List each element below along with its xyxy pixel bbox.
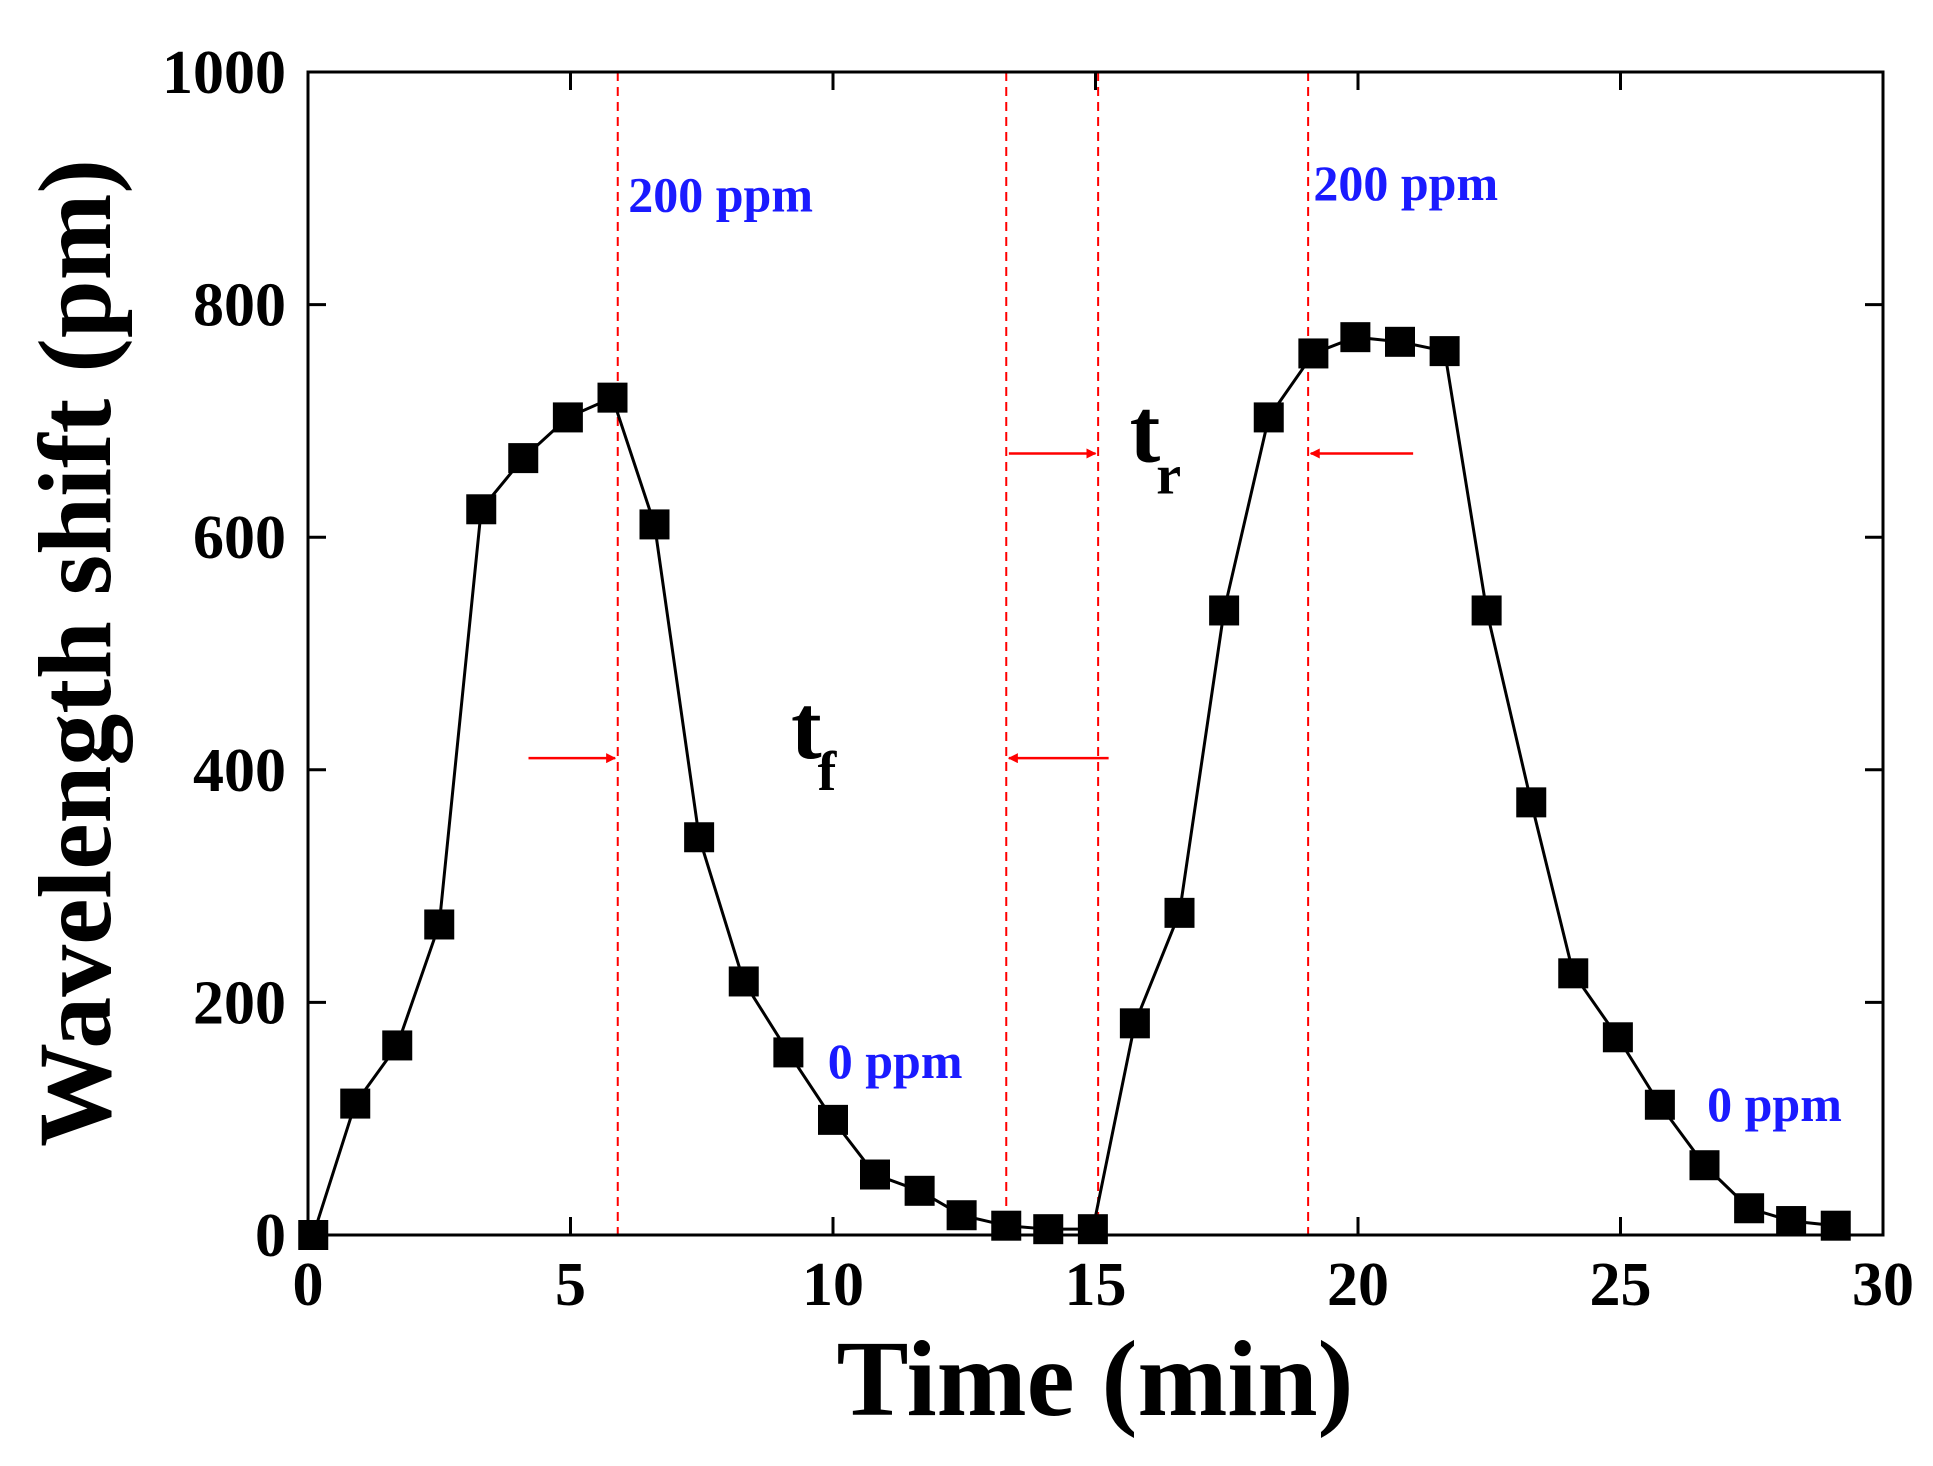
data-point-14 (904, 1175, 935, 1206)
ppm-label-3: 0 ppm (1707, 1076, 1842, 1132)
y-tick-label-1: 200 (193, 969, 286, 1037)
tf-label: tf (791, 676, 838, 803)
y-tick-label-3: 600 (193, 504, 286, 572)
tf-subscript: f (818, 741, 838, 803)
data-point-30 (1602, 1022, 1633, 1053)
data-point-21 (1209, 595, 1240, 626)
data-point-32 (1689, 1150, 1720, 1181)
tr-label: tr (1130, 380, 1182, 507)
x-tick-label-2: 10 (802, 1251, 864, 1319)
data-point-33 (1734, 1193, 1765, 1224)
data-point-9 (684, 822, 715, 853)
data-point-11 (773, 1037, 804, 1068)
tr-subscript: r (1156, 445, 1181, 507)
data-point-20 (1164, 897, 1195, 928)
data-point-34 (1776, 1206, 1807, 1237)
x-tick-label-6: 30 (1852, 1251, 1914, 1319)
x-tick-label-0: 0 (293, 1251, 324, 1319)
data-point-23 (1298, 338, 1329, 369)
y-tick-label-0: 0 (255, 1202, 286, 1270)
data-point-1 (340, 1088, 371, 1119)
data-point-25 (1385, 326, 1415, 357)
tf-main: t (791, 676, 822, 778)
data-point-22 (1253, 402, 1284, 433)
ppm-label-0: 200 ppm (628, 167, 813, 223)
data-point-17 (1033, 1214, 1064, 1245)
y-tick-label-5: 1000 (162, 39, 286, 107)
data-point-4 (466, 494, 497, 525)
data-point-3 (424, 909, 455, 940)
data-point-29 (1558, 958, 1589, 989)
vertical-reference-lines (616, 72, 1310, 1235)
data-point-26 (1429, 336, 1460, 367)
x-tick-label-4: 20 (1327, 1251, 1389, 1319)
data-point-7 (597, 382, 628, 413)
x-tick-label-5: 25 (1590, 1251, 1652, 1319)
x-axis-title: Time (min) (837, 1320, 1354, 1439)
data-point-6 (552, 402, 583, 433)
data-point-27 (1471, 595, 1502, 626)
axis-tick-labels: 0 5 10 15 20 25 30 0 200 400 600 800 1000 (162, 39, 1914, 1319)
y-tick-label-2: 400 (193, 737, 286, 805)
axis-ticks (306, 70, 1885, 1237)
data-point-13 (860, 1159, 890, 1190)
data-point-24 (1340, 322, 1371, 353)
series-line-0 (311, 335, 1836, 1236)
ppm-label-2: 0 ppm (828, 1033, 963, 1089)
data-point-8 (639, 509, 670, 540)
y-tick-label-4: 800 (193, 272, 286, 340)
data-point-5 (508, 443, 539, 474)
data-point-12 (818, 1104, 848, 1135)
data-point-10 (728, 966, 759, 997)
tr-main: t (1130, 380, 1161, 482)
data-point-19 (1119, 1008, 1150, 1039)
x-tick-label-1: 5 (555, 1251, 586, 1319)
data-point-2 (382, 1030, 413, 1061)
data-point-18 (1077, 1214, 1108, 1245)
y-axis-title: Wavelength shift (pm) (18, 159, 133, 1147)
data-series (298, 322, 1851, 1250)
data-point-28 (1516, 787, 1547, 818)
data-point-31 (1644, 1089, 1675, 1120)
ppm-label-1: 200 ppm (1313, 155, 1498, 211)
x-tick-label-3: 15 (1065, 1251, 1127, 1319)
data-point-15 (946, 1200, 977, 1231)
plot-frame (306, 70, 1885, 1237)
